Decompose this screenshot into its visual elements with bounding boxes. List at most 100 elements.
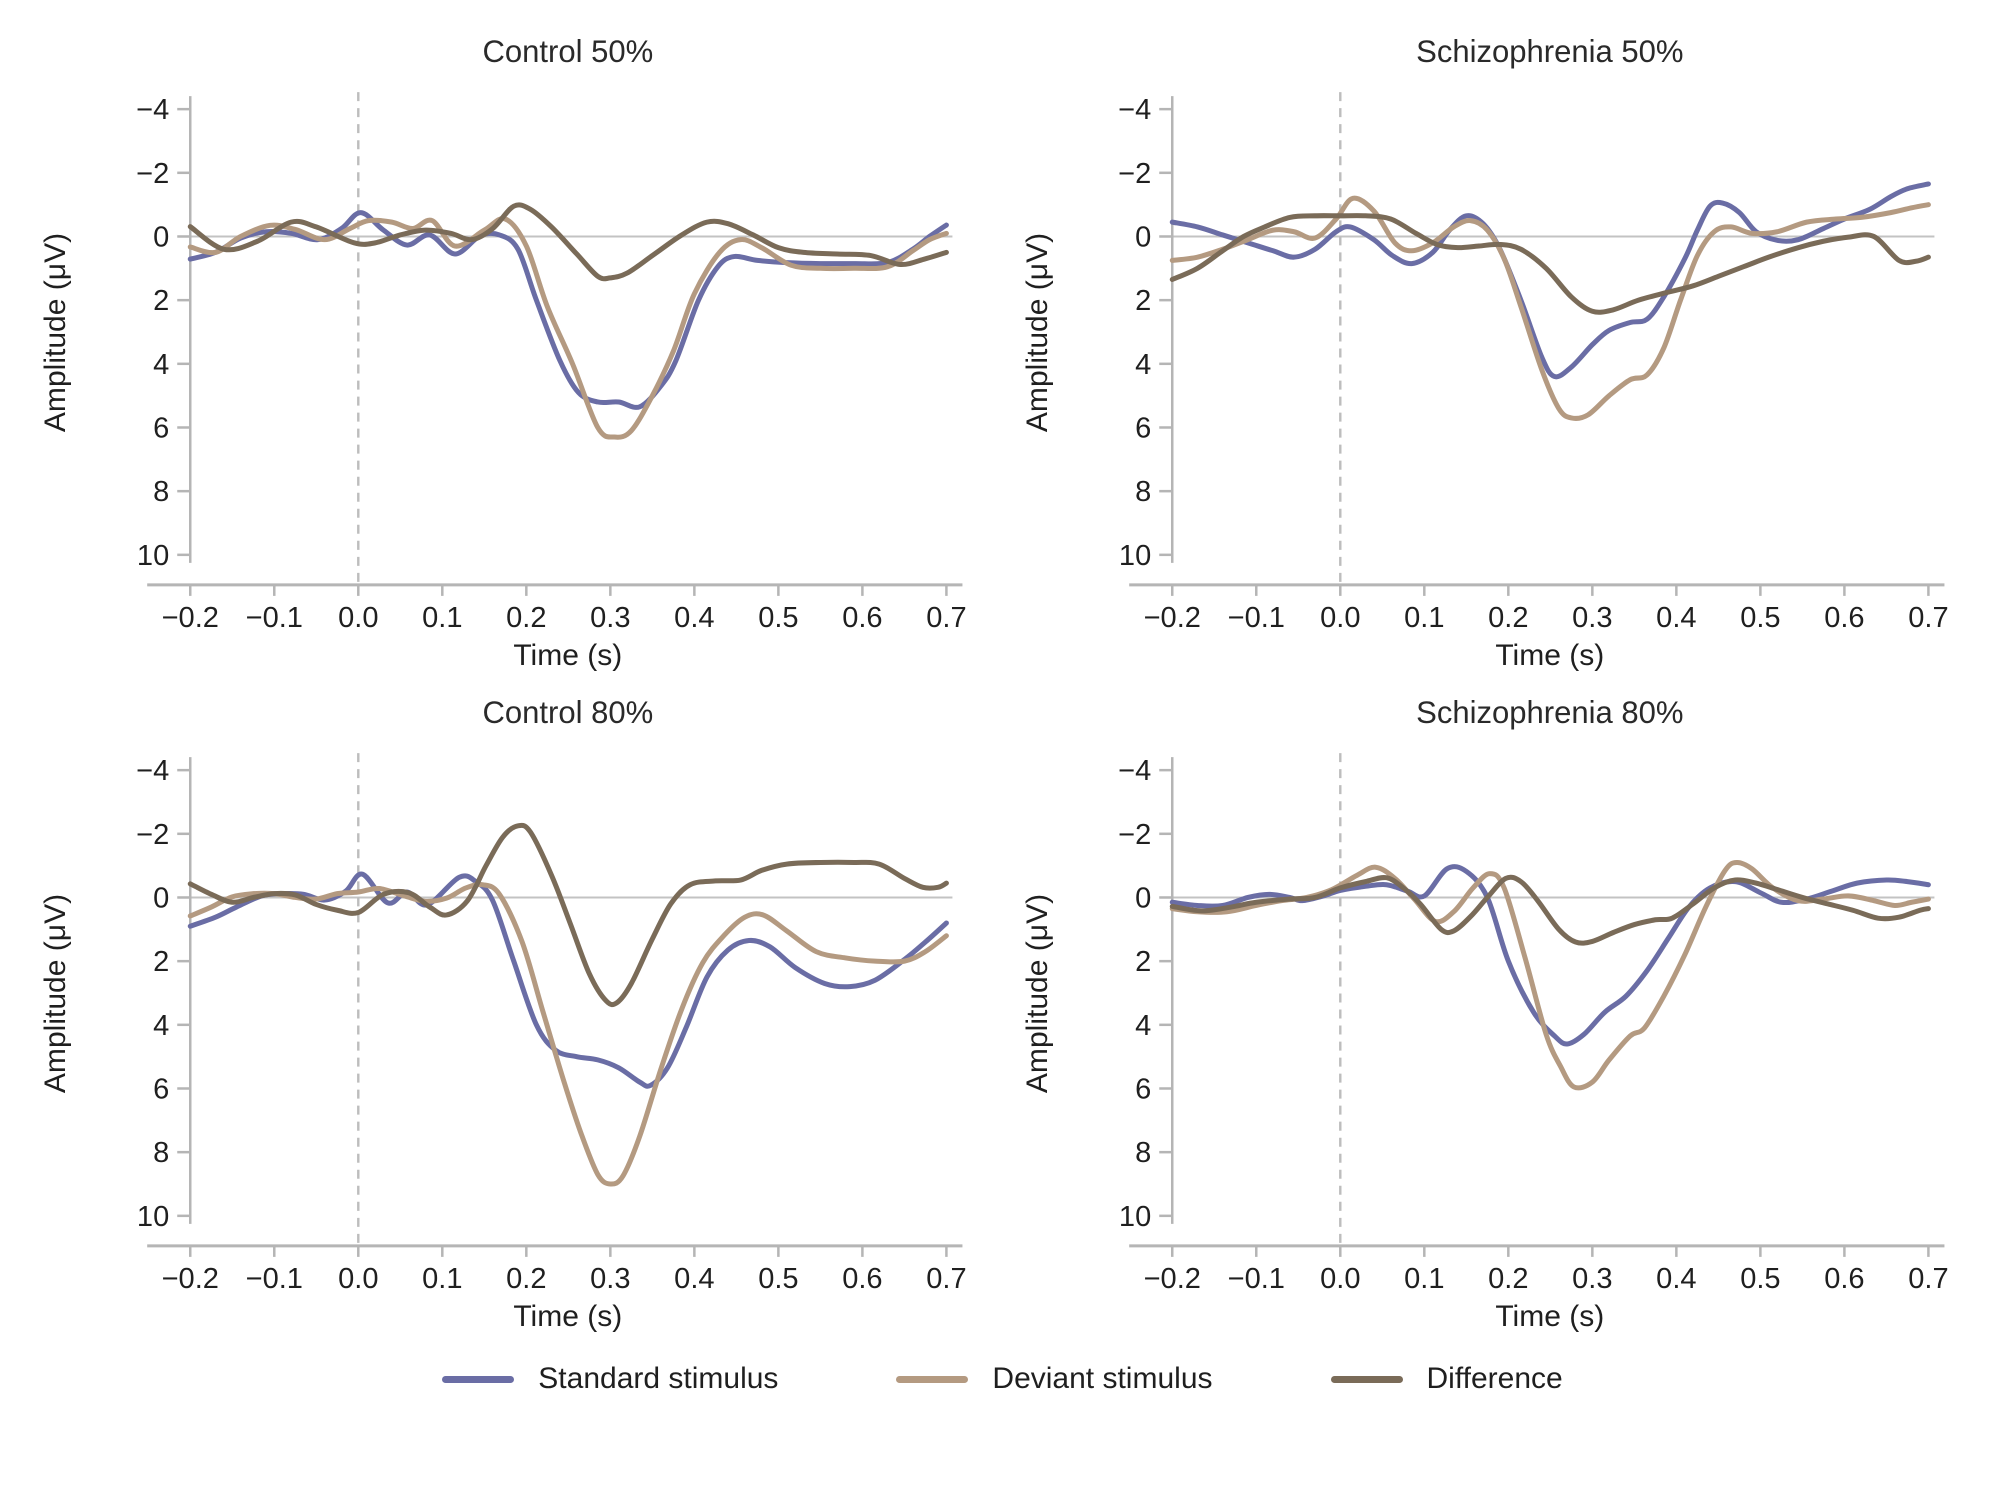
y-tick-label: 0 xyxy=(153,883,169,915)
y-tick-label: −2 xyxy=(1118,158,1151,190)
x-tick-label: −0.2 xyxy=(1143,602,1200,634)
y-tick-label: 6 xyxy=(153,413,169,445)
x-tick-label: 0.6 xyxy=(1824,602,1864,634)
y-tick-label: 0 xyxy=(1135,883,1151,915)
curve-difference xyxy=(187,822,949,1008)
x-tick-label: 0.7 xyxy=(1908,1263,1948,1295)
plot-area: −4 −2 0 2 4 6 8 10 −0.2 −0.1 0.0 0.1 0.2 0.3 0.4 0.5 0.6… xyxy=(1118,92,1948,634)
x-tick-label: −0.1 xyxy=(246,1263,303,1295)
x-tick-label: 0.5 xyxy=(1740,602,1780,634)
x-tick-label: 0.7 xyxy=(926,602,966,634)
y-tick-label: −2 xyxy=(136,819,169,851)
x-tick-label: 0.4 xyxy=(1656,602,1696,634)
x-tick-label: −0.1 xyxy=(1227,1263,1284,1295)
chart-control-50: Control 50% Amplitude (μV) Time (s) −4 −2… xyxy=(39,34,967,672)
y-axis-label: Amplitude (μV) xyxy=(39,894,72,1093)
legend-item-difference: Difference xyxy=(1330,1362,1563,1396)
legend: Standard stimulus Deviant stimulus Diffe… xyxy=(25,1362,1980,1432)
deviant-line-swatch xyxy=(896,1375,969,1383)
x-tick-label: 0.2 xyxy=(1488,1263,1528,1295)
y-tick-label: 0 xyxy=(1135,222,1151,254)
y-tick-label: 6 xyxy=(1135,1074,1151,1106)
x-tick-label: 0.0 xyxy=(338,1263,378,1295)
curve-standard xyxy=(1169,181,1931,380)
legend-label: Difference xyxy=(1426,1362,1563,1396)
y-tick-label: −4 xyxy=(1118,94,1151,126)
erp-grand-average-figure: Control 50% Amplitude (μV) Time (s) −4 −2… xyxy=(25,14,1980,1432)
x-tick-label: 0.6 xyxy=(1824,1263,1864,1295)
curve-difference xyxy=(187,202,949,282)
x-tick-label: 0.5 xyxy=(758,1263,798,1295)
x-tick-label: 0.2 xyxy=(506,602,546,634)
x-tick-label: 0.2 xyxy=(506,1263,546,1295)
panel-control-80: Control 80% Amplitude (μV) Time (s) −4 −2… xyxy=(25,675,999,1336)
y-tick-label: 2 xyxy=(153,285,169,317)
plot-area: −4 −2 0 2 4 6 8 10 −0.2 −0.1 0.0 0.1 0.2 0.3 0.4 0.5 0.6… xyxy=(136,753,967,1295)
x-tick-label: 0.7 xyxy=(926,1263,966,1295)
chart-title: Control 80% xyxy=(482,695,653,730)
x-tick-label: 0.7 xyxy=(1908,602,1948,634)
y-tick-label: 4 xyxy=(153,349,169,381)
y-tick-label: 4 xyxy=(1135,1010,1151,1042)
chart-control-80: Control 80% Amplitude (μV) Time (s) −4 −2… xyxy=(39,695,967,1333)
x-tick-label: −0.2 xyxy=(162,602,219,634)
y-tick-label: 8 xyxy=(153,476,169,508)
x-tick-label: 0.3 xyxy=(590,602,630,634)
x-tick-label: 0.1 xyxy=(1404,1263,1444,1295)
x-tick-label: 0.4 xyxy=(674,1263,714,1295)
x-axis-label: Time (s) xyxy=(513,1300,622,1333)
x-tick-label: −0.2 xyxy=(1143,1263,1200,1295)
x-tick-label: 0.5 xyxy=(758,602,798,634)
x-tick-label: 0.3 xyxy=(1572,602,1612,634)
x-axis-label: Time (s) xyxy=(1495,639,1604,672)
x-tick-label: 0.2 xyxy=(1488,602,1528,634)
legend-item-standard: Standard stimulus xyxy=(442,1362,778,1396)
x-tick-label: 0.1 xyxy=(422,602,462,634)
x-tick-label: 0.0 xyxy=(1320,1263,1360,1295)
x-axis-label: Time (s) xyxy=(513,639,622,672)
y-tick-label: 6 xyxy=(1135,413,1151,445)
x-tick-label: 0.1 xyxy=(1404,602,1444,634)
chart-title: Schizophrenia 80% xyxy=(1416,695,1683,730)
chart-grid: Control 50% Amplitude (μV) Time (s) −4 −2… xyxy=(25,14,1980,1336)
y-tick-label: 4 xyxy=(1135,349,1151,381)
panel-schizophrenia-80: Schizophrenia 80% Amplitude (μV) Time (s… xyxy=(1007,675,1981,1336)
x-tick-label: −0.2 xyxy=(162,1263,219,1295)
curve-deviant xyxy=(1169,195,1931,421)
x-tick-label: 0.6 xyxy=(842,1263,882,1295)
y-tick-label: 10 xyxy=(1118,540,1150,572)
chart-schizophrenia-80: Schizophrenia 80% Amplitude (μV) Time (s… xyxy=(1021,695,1949,1333)
panel-schizophrenia-50: Schizophrenia 50% Amplitude (μV) Time (s… xyxy=(1007,14,1981,675)
x-tick-label: −0.1 xyxy=(1227,602,1284,634)
difference-line-swatch xyxy=(1330,1375,1403,1383)
y-tick-label: −2 xyxy=(1118,819,1151,851)
x-tick-label: 0.5 xyxy=(1740,1263,1780,1295)
chart-title: Schizophrenia 50% xyxy=(1416,34,1683,69)
x-tick-label: 0.4 xyxy=(1656,1263,1696,1295)
x-axis-label: Time (s) xyxy=(1495,1300,1604,1333)
curve-difference xyxy=(1169,874,1931,946)
y-axis-label: Amplitude (μV) xyxy=(1021,894,1054,1093)
y-axis-label: Amplitude (μV) xyxy=(1021,233,1054,432)
curve-standard xyxy=(1169,864,1931,1047)
curve-difference xyxy=(1169,213,1931,315)
y-tick-label: 6 xyxy=(153,1074,169,1106)
x-tick-label: −0.1 xyxy=(246,602,303,634)
y-tick-label: −4 xyxy=(1118,755,1151,787)
standard-line-swatch xyxy=(442,1375,515,1383)
legend-label: Standard stimulus xyxy=(538,1362,779,1396)
y-tick-label: −4 xyxy=(136,755,169,787)
x-tick-label: 0.6 xyxy=(842,602,882,634)
curve-deviant xyxy=(187,216,949,440)
y-tick-label: 0 xyxy=(153,222,169,254)
y-tick-label: 8 xyxy=(153,1137,169,1169)
chart-title: Control 50% xyxy=(482,34,653,69)
x-tick-label: 0.1 xyxy=(422,1263,462,1295)
curve-deviant xyxy=(187,881,949,1187)
y-axis-label: Amplitude (μV) xyxy=(39,233,72,432)
legend-item-deviant: Deviant stimulus xyxy=(896,1362,1213,1396)
panel-control-50: Control 50% Amplitude (μV) Time (s) −4 −2… xyxy=(25,14,999,675)
y-tick-label: 10 xyxy=(137,1201,169,1233)
y-tick-label: 2 xyxy=(1135,946,1151,978)
x-tick-label: 0.4 xyxy=(674,602,714,634)
